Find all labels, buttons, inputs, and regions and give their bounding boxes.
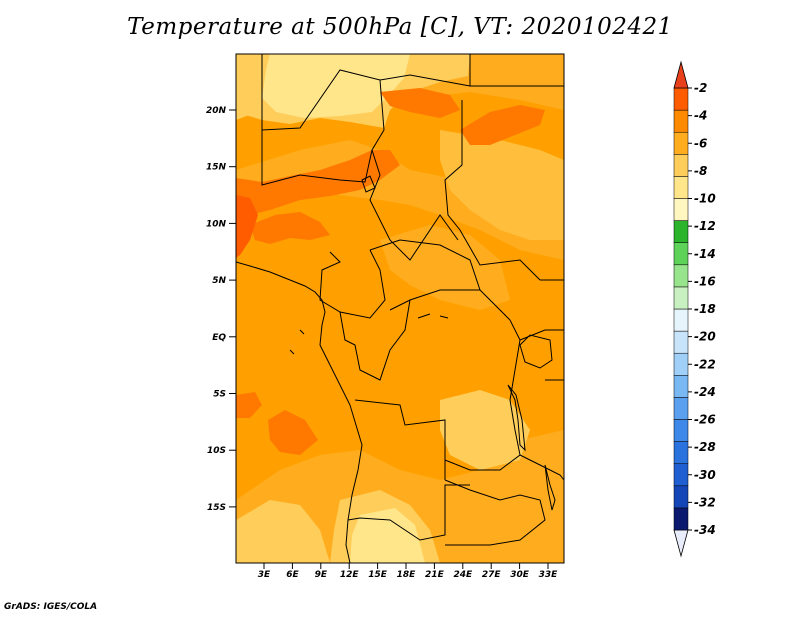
- lat-label: 20N: [206, 106, 227, 116]
- southwest-light-region: [236, 500, 330, 563]
- colorbar-label: -26: [694, 413, 716, 427]
- warm-patch-west-coast: [236, 195, 258, 258]
- lon-label: 9E: [315, 570, 328, 580]
- lat-label: 15N: [206, 163, 227, 173]
- lat-label: 10S: [207, 446, 226, 456]
- borders: [236, 54, 564, 563]
- lon-label: 24E: [453, 570, 473, 580]
- colorbar-segment: [673, 154, 689, 177]
- sahel-light-band: [236, 140, 564, 260]
- colorbar-label: -18: [694, 302, 716, 316]
- credit-text: GrADS: IGES/COLA: [4, 602, 98, 612]
- colorbar-segment: [673, 397, 689, 420]
- colorbar-segment: [673, 441, 689, 464]
- colorbar-segment: [673, 507, 689, 531]
- colorbar-label: -28: [694, 440, 716, 454]
- border-sudan: [444, 85, 564, 281]
- lat-label: EQ: [212, 333, 226, 343]
- longitude-axis: 3E 6E 9E 12E 15E 18E 21E 24E 27E 30E 33E: [258, 563, 558, 580]
- coldest-region-sahara: [262, 54, 410, 118]
- border-east: [540, 279, 564, 381]
- colorbar-label: -2: [694, 81, 707, 95]
- colorbar-segment: [673, 330, 689, 354]
- colorbar-segment: [673, 485, 689, 509]
- coastline-west-africa: [236, 261, 363, 563]
- border-nigeria: [261, 130, 373, 186]
- colorbar-segment: [673, 463, 689, 487]
- colorbar-label: -4: [694, 109, 707, 123]
- colorbar-label: -20: [694, 330, 716, 344]
- colorbar-label: -8: [694, 164, 707, 178]
- colorbar: -2 -4 -6 -8 -10 -12 -14 -16 -18 -20 -22 -24 -26 -28 -3…: [673, 60, 716, 558]
- colorbar-end-low: [673, 529, 689, 558]
- lon-label: 6E: [286, 570, 299, 580]
- colorbar-label: -14: [694, 247, 716, 261]
- colorbar-segment: [673, 87, 689, 111]
- lat-label: 10N: [206, 219, 227, 229]
- border-drc-south: [354, 399, 446, 480]
- latitude-axis: 20N 15N 10N 5N EQ 5S 10S 15S: [206, 106, 236, 513]
- central-light-region: [380, 225, 510, 310]
- colorbar-segment: [673, 109, 689, 133]
- lake-chad: [361, 175, 376, 193]
- colorbar-segment: [673, 375, 689, 398]
- east-light-region: [440, 130, 564, 240]
- chart-title: Temperature at 500hPa [C], VT: 202010242…: [127, 14, 673, 40]
- lat-label: 5N: [212, 276, 226, 286]
- colorbar-label: -16: [694, 274, 716, 288]
- colorbar-segment: [673, 198, 689, 221]
- warm-patch-southwest: [268, 410, 318, 455]
- map-fill: [236, 54, 564, 563]
- lon-label: 3E: [258, 570, 271, 580]
- colorbar-segment: [673, 131, 689, 155]
- warm-patch-sahel-1: [236, 150, 400, 218]
- colorbar-segment: [673, 176, 689, 199]
- lat-label: 5S: [213, 390, 226, 400]
- colorbar-label: -10: [694, 192, 716, 206]
- colorbar-segment: [673, 308, 689, 332]
- lon-label: 12E: [340, 570, 360, 580]
- colorbar-label: -12: [694, 219, 716, 233]
- lake-rivers: [289, 313, 449, 355]
- colorbar-segment: [673, 419, 689, 442]
- colorbar-label: -24: [694, 385, 716, 399]
- kalahari-coldest-region: [350, 508, 425, 563]
- colorbar-end-high: [673, 60, 689, 89]
- colorbar-label: -22: [694, 357, 716, 371]
- colorbar-segment: [673, 352, 689, 376]
- lon-label: 27E: [482, 570, 502, 580]
- lake-malawi: [544, 464, 556, 511]
- lon-label: 33E: [539, 570, 559, 580]
- lat-label: 15S: [207, 503, 226, 513]
- colorbar-segment: [673, 264, 689, 288]
- lon-label: 21E: [425, 570, 445, 580]
- colorbar-segment: [673, 286, 689, 310]
- warm-patch-east-2: [380, 88, 460, 118]
- colorbar-label: -32: [694, 495, 716, 509]
- border-congo: [339, 299, 411, 381]
- colorbar-label: -6: [694, 136, 707, 150]
- border-angola-south: [347, 484, 470, 541]
- border-car: [369, 239, 481, 311]
- colorbar-segment: [673, 220, 689, 243]
- lake-victoria: [519, 334, 553, 369]
- southeast-light-region: [440, 390, 530, 470]
- border-sahara-north: [261, 54, 471, 131]
- colorbar-label: -30: [694, 468, 716, 482]
- warm-patch-sahel-2: [250, 212, 330, 244]
- map-frame: [235, 53, 565, 564]
- lon-label: 18E: [397, 570, 417, 580]
- border-chad-sudan: [369, 79, 459, 261]
- warm-patch-atlantic: [236, 392, 262, 418]
- colorbar-segment: [673, 242, 689, 266]
- lon-label: 30E: [510, 570, 530, 580]
- lake-tanganyika: [507, 384, 526, 452]
- colorbar-label: -34: [694, 523, 716, 537]
- warm-patch-east: [460, 105, 545, 145]
- border-zambia: [444, 479, 546, 546]
- border-drc-east: [444, 289, 521, 471]
- northwest-light-region: [236, 54, 262, 120]
- lon-label: 15E: [368, 570, 388, 580]
